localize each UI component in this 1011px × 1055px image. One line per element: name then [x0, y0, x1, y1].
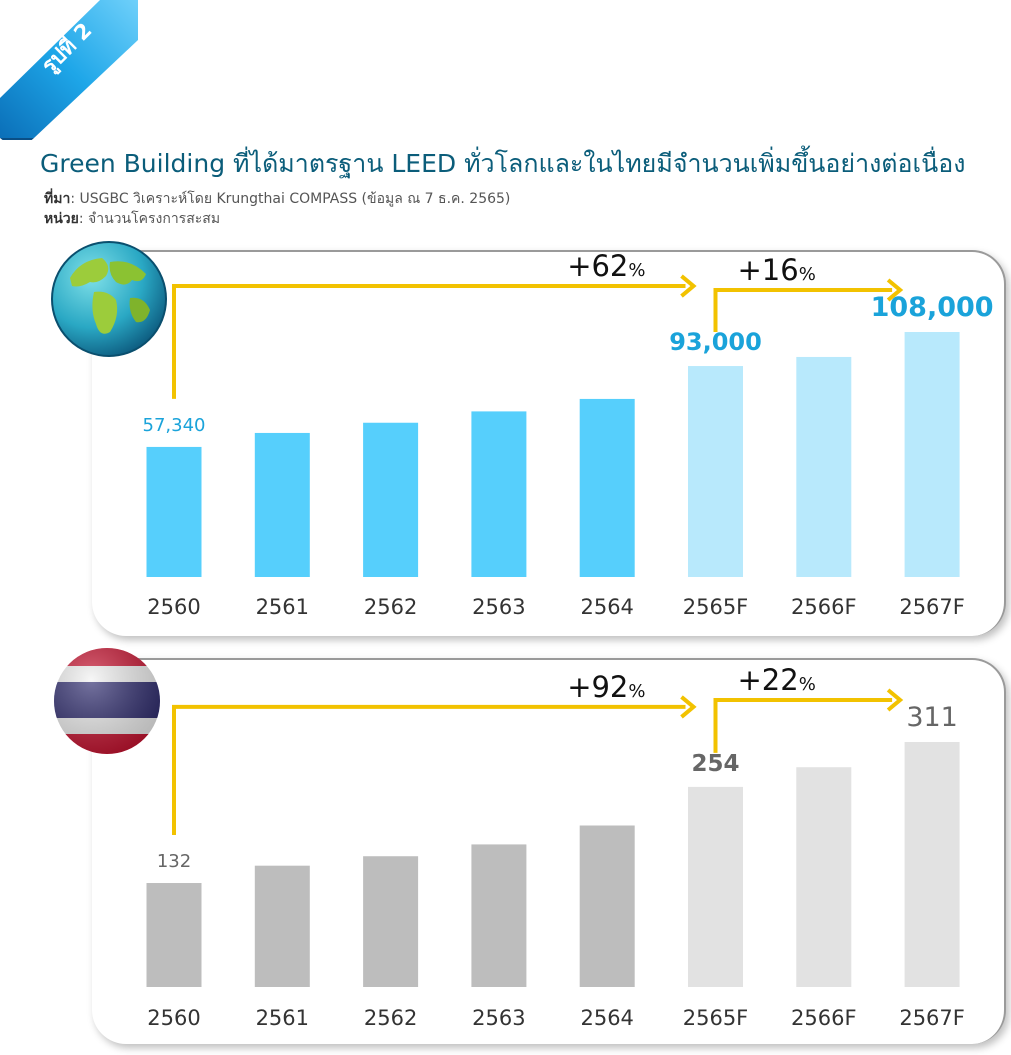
source-line: ที่มา: USGBC วิเคราะห์โดย Krungthai COMP… — [44, 188, 510, 210]
thailand-data-label-2567F: 311 — [906, 702, 958, 733]
world-bar-2566F — [796, 356, 852, 577]
thailand-bar-2561 — [254, 865, 310, 987]
thailand-bar-2566F — [796, 767, 852, 987]
thailand-bar-2563 — [471, 844, 527, 987]
world-x-tick-2562: 2562 — [364, 595, 417, 619]
world-growth-arrowhead-1 — [680, 274, 697, 298]
thailand-bar-2565F — [688, 786, 743, 987]
world-bar-2567F — [904, 332, 960, 577]
unit-text: : จำนวนโครงการสะสม — [78, 211, 221, 227]
world-chart-card — [92, 250, 1006, 636]
thailand-x-tick-2560: 2560 — [147, 1006, 200, 1030]
thailand-growth-arrowhead-1 — [680, 695, 697, 719]
world-growth-arrowhead-2 — [886, 278, 904, 302]
source-label: ที่มา — [44, 191, 71, 207]
world-growth-label-2: +16% — [737, 253, 815, 287]
world-bar-2565F — [688, 366, 743, 577]
thailand-bar-2564 — [579, 825, 635, 987]
world-bar-2561 — [254, 432, 310, 577]
thailand-flag-icon — [54, 648, 160, 754]
thailand-x-tick-2567F: 2567F — [899, 1006, 965, 1030]
thailand-x-tick-2566F: 2566F — [791, 1006, 857, 1030]
thailand-x-tick-2564: 2564 — [580, 1006, 633, 1030]
world-data-label-2565F: 93,000 — [669, 328, 762, 356]
thailand-growth-arrow-2 — [713, 698, 893, 753]
thailand-x-tick-2562: 2562 — [364, 1006, 417, 1030]
world-x-tick-2561: 2561 — [256, 595, 309, 619]
world-bar-2563 — [471, 411, 527, 577]
thailand-growth-arrowhead-2 — [886, 688, 904, 712]
world-bar-2564 — [579, 398, 635, 577]
world-bar-2560 — [146, 446, 202, 577]
thailand-data-label-2560: 132 — [157, 851, 191, 872]
unit-label: หน่วย — [44, 211, 79, 227]
thailand-x-tick-2561: 2561 — [256, 1006, 309, 1030]
thailand-chart-card — [92, 658, 1006, 1044]
source-text: : USGBC วิเคราะห์โดย Krungthai COMPASS (… — [70, 191, 511, 207]
world-x-tick-2563: 2563 — [472, 595, 525, 619]
world-growth-arrow-2 — [713, 288, 893, 333]
thailand-growth-label-2: +22% — [737, 663, 815, 697]
globe-icon — [51, 241, 167, 357]
page-title: Green Building ที่ได้มาตรฐาน LEED ทั่วโล… — [40, 149, 966, 178]
thailand-bar-2562 — [363, 856, 419, 987]
figure-tag-ribbon — [0, 0, 138, 140]
unit-line: หน่วย: จำนวนโครงการสะสม — [44, 208, 220, 230]
thailand-x-tick-2565F: 2565F — [683, 1006, 749, 1030]
thailand-data-label-2565F: 254 — [691, 751, 739, 777]
thailand-growth-label-1: +92% — [567, 670, 645, 704]
world-bar-2562 — [363, 422, 419, 577]
world-data-label-2560: 57,340 — [143, 415, 206, 436]
thailand-x-tick-2563: 2563 — [472, 1006, 525, 1030]
world-x-tick-2565F: 2565F — [683, 595, 749, 619]
world-growth-label-1: +62% — [567, 249, 645, 283]
world-x-tick-2560: 2560 — [147, 595, 200, 619]
world-growth-arrow-1 — [172, 284, 686, 399]
thailand-bar-2560 — [146, 883, 202, 987]
world-x-tick-2566F: 2566F — [791, 595, 857, 619]
world-x-tick-2564: 2564 — [580, 595, 633, 619]
thailand-growth-arrow-1 — [172, 704, 686, 836]
world-x-tick-2567F: 2567F — [899, 595, 965, 619]
thailand-bar-2567F — [904, 742, 960, 987]
